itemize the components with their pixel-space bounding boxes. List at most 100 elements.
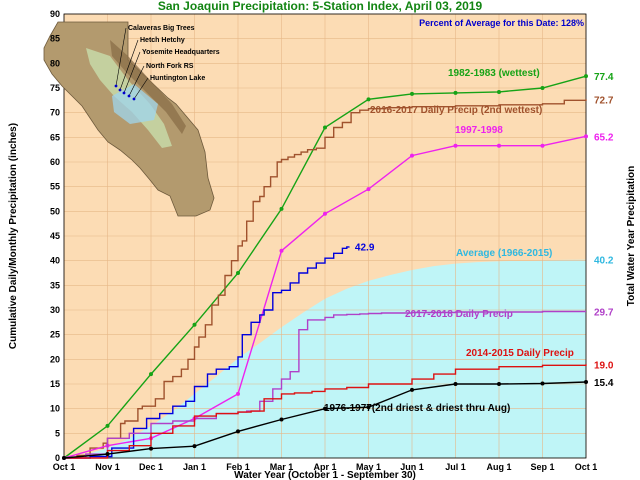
x-tick-label: Jan 1	[183, 462, 206, 472]
y-tick-label: 15	[50, 379, 60, 389]
series-marker	[192, 322, 197, 327]
x-tick-label: Jun 1	[400, 462, 424, 472]
map-station-leader	[123, 51, 141, 94]
series-marker	[410, 153, 414, 158]
x-tick-label: Feb 1	[226, 462, 250, 472]
series-marker	[540, 143, 545, 148]
series-marker	[366, 187, 371, 192]
map-station-dot	[114, 84, 118, 88]
y-tick-label: 20	[50, 354, 60, 364]
y-tick-label: 65	[50, 132, 60, 142]
series-end-value: 19.0	[594, 360, 614, 371]
series-end-value: 15.4	[594, 378, 614, 389]
california-map-inset: Calaveras Big Trees Hetch Hetchy Yosemite …	[43, 21, 220, 217]
series-line	[64, 364, 587, 459]
series-marker	[584, 74, 588, 79]
series-marker	[279, 248, 284, 253]
x-tick-label: Oct 1	[575, 462, 598, 472]
series-marker	[366, 97, 371, 102]
series-marker	[192, 444, 197, 449]
y-axis-label: Cumulative Daily/Monthly Precipitation (…	[8, 123, 19, 349]
sierra-range-shape	[110, 40, 186, 134]
y-tick-label: 85	[50, 34, 60, 44]
series-name-label: 1997-1998	[455, 125, 503, 136]
series-marker	[366, 405, 371, 410]
series-marker	[453, 90, 458, 95]
map-station-dot	[127, 94, 131, 98]
series-name-label: 1982-1983 (wettest)	[448, 68, 540, 79]
y-tick-label: 55	[50, 182, 60, 192]
average-end-value: 40.2	[594, 256, 614, 267]
x-tick-label: Apr 1	[313, 462, 336, 472]
series-marker	[410, 387, 414, 392]
series-marker	[323, 125, 327, 130]
y-tick-label: 70	[50, 108, 60, 118]
y-tick-label: 40	[50, 256, 60, 266]
x-tick-label: Mar 1	[270, 462, 294, 472]
series-marker	[497, 382, 501, 386]
x-tick-label: Dec 1	[139, 462, 163, 472]
x-tick-label: Jul 1	[445, 462, 466, 472]
map-station-leader	[115, 27, 127, 87]
map-station-leader	[119, 39, 139, 91]
y-tick-label: 60	[50, 157, 60, 167]
y-tick-label: 50	[50, 206, 60, 216]
y-tick-label: 0	[55, 453, 60, 463]
map-station-dot	[132, 97, 136, 101]
series-end-value: 42.9	[355, 242, 375, 253]
series-marker	[149, 372, 153, 377]
series-marker	[236, 429, 240, 434]
map-station-label: North Fork RS	[146, 63, 194, 70]
map-station-label: Calaveras Big Trees	[128, 25, 195, 32]
series-marker	[453, 143, 458, 148]
series-marker	[279, 417, 284, 422]
x-tick-label: Nov 1	[95, 462, 120, 472]
series-labels: 77.4 1982-1983 (wettest) 72.7 2016-2017 Dai…	[324, 68, 614, 414]
x-tick-label: Sep 1	[530, 462, 554, 472]
series-marker	[62, 456, 66, 460]
axis-ticks: 0 5 10 15 20 25 30 35 40 45 50 55 60 65 70 75 80 85 90 Oct …	[50, 9, 597, 472]
series-marker	[105, 423, 110, 428]
series-end-value: 72.7	[594, 95, 614, 106]
series-marker	[497, 143, 501, 148]
series-marker	[497, 89, 501, 94]
y-tick-label: 45	[50, 231, 60, 241]
percent-of-average-note: Percent of Average for this Date: 128%	[419, 18, 584, 28]
map-station-labels: Calaveras Big Trees Hetch Hetchy Yosemite …	[114, 25, 220, 101]
right-axis-label: Total Water Year Precipitation	[626, 166, 637, 306]
x-axis-label: Water Year (October 1 - September 30)	[234, 470, 416, 480]
series-marker	[540, 86, 545, 90]
series-marker	[105, 452, 110, 457]
series-line	[64, 99, 587, 459]
y-tick-label: 35	[50, 280, 60, 290]
y-tick-label: 80	[50, 58, 60, 68]
series-line	[64, 310, 586, 459]
series-marker	[149, 446, 153, 451]
average-name-label: Average (1966-2015)	[456, 248, 552, 259]
series-marker	[540, 381, 545, 386]
map-station-label: Yosemite Headquarters	[142, 49, 220, 56]
chart-title: San Joaquin Precipitation: 5-Station Ind…	[158, 0, 483, 13]
series-end-value: 29.7	[594, 307, 614, 318]
series-marker	[279, 206, 284, 211]
map-station-dot	[118, 88, 122, 92]
y-tick-label: 25	[50, 330, 60, 340]
y-tick-label: 75	[50, 83, 60, 93]
x-tick-label: Oct 1	[53, 462, 76, 472]
series-group	[62, 74, 588, 460]
x-tick-label: Aug 1	[486, 462, 511, 472]
plot-frame	[63, 13, 587, 459]
series-end-value: 65.2	[594, 132, 614, 143]
series-marker	[584, 134, 588, 139]
series-marker	[236, 271, 240, 275]
series-marker	[410, 91, 414, 96]
series-marker	[453, 382, 458, 386]
series-name-label: 2017-2018 Daily Precip	[405, 309, 513, 320]
map-station-label: Huntington Lake	[150, 75, 205, 82]
map-station-label: Hetch Hetchy	[140, 37, 185, 44]
series-name-label: 2014-2015 Daily Precip	[466, 348, 574, 359]
map-station-dot	[122, 91, 126, 95]
map-station-leader	[133, 77, 149, 100]
y-tick-label: 30	[50, 305, 60, 315]
series-marker	[584, 380, 588, 385]
